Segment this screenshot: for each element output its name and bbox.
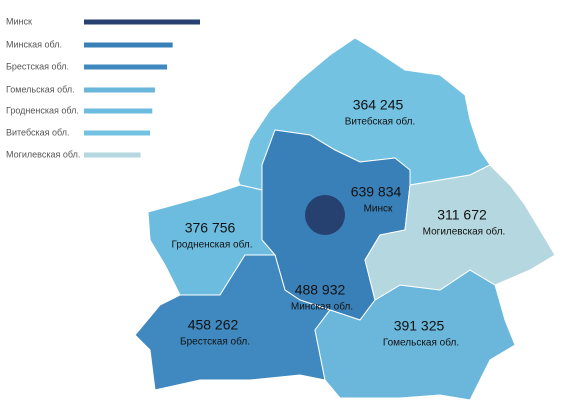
legend-label: Могилевская обл. <box>6 149 80 159</box>
legend-bar <box>84 87 155 93</box>
legend-bar <box>84 108 153 114</box>
value-label: 376 756 <box>185 220 236 236</box>
region-label: Гродненская обл. <box>171 239 252 251</box>
region-label: Могилевская обл. <box>423 226 506 238</box>
city-marker <box>305 195 345 235</box>
region-label: Гомельская обл. <box>383 337 459 349</box>
legend-bar <box>84 19 200 25</box>
legend-bar <box>84 130 151 136</box>
region <box>364 164 556 301</box>
value-label: 391 325 <box>394 318 445 334</box>
legend-bar <box>84 152 141 158</box>
legend-label: Гродненская обл. <box>6 105 79 115</box>
legend-label: Брестская обл. <box>6 61 69 71</box>
value-label: 639 834 <box>351 184 402 200</box>
value-label: 311 672 <box>437 207 487 223</box>
region-label: Минская обл. <box>291 301 353 313</box>
value-label: 488 932 <box>295 282 346 298</box>
value-label: 364 245 <box>353 97 404 113</box>
legend-label: Гомельская обл. <box>6 84 75 94</box>
legend-bar <box>84 64 168 70</box>
legend-bar <box>84 42 173 48</box>
value-label: 458 262 <box>188 317 239 333</box>
legend-label: Минская обл. <box>6 39 62 49</box>
region-label: Витебская обл. <box>345 116 416 128</box>
legend-label: Витебская обл. <box>6 127 70 137</box>
region-label: Минск <box>364 204 393 215</box>
legend-label: Минск <box>6 16 32 26</box>
region-label: Брестская обл. <box>180 336 250 348</box>
